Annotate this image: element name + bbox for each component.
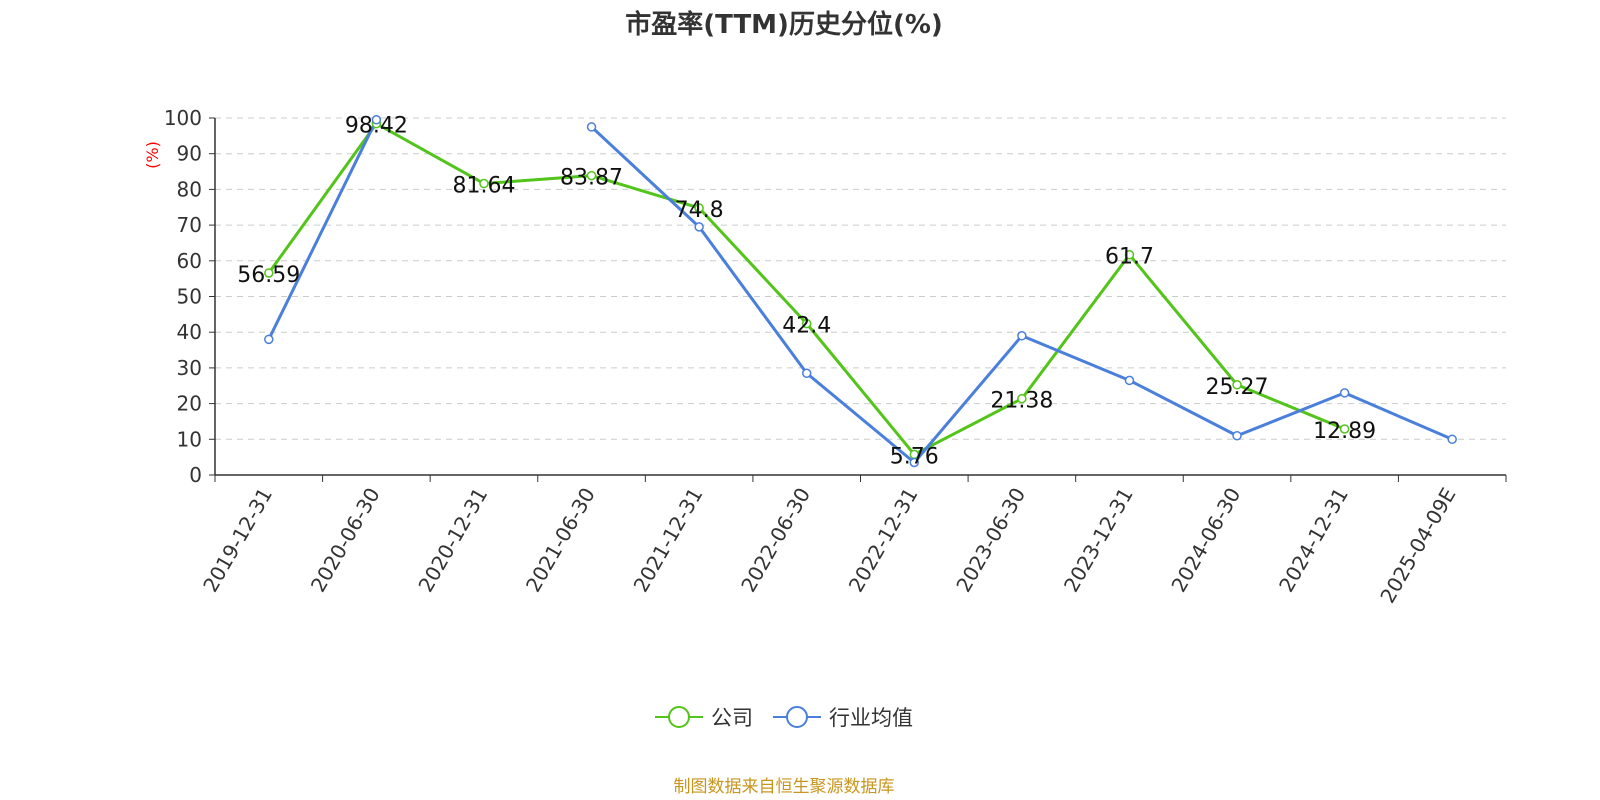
x-tick-label: 2021-12-31 — [629, 484, 708, 597]
data-label-company: 21.38 — [990, 389, 1053, 414]
legend-item-company[interactable]: 公司 — [655, 702, 753, 732]
y-tick-label: 0 — [189, 463, 202, 487]
chart-title: 市盈率(TTM)历史分位(%) — [625, 10, 943, 40]
y-tick-label: 20 — [177, 392, 202, 416]
source-note: 制图数据来自恒生聚源数据库 — [673, 777, 895, 797]
data-label-company: 61.7 — [1105, 245, 1154, 270]
x-tick-label: 2021-06-30 — [521, 484, 600, 597]
y-tick-label: 50 — [177, 285, 202, 309]
series-line-industry — [267, 119, 378, 341]
legend-label-company: 公司 — [711, 706, 753, 730]
data-point-company — [479, 178, 489, 189]
data-point-industry — [909, 457, 920, 468]
data-point-company — [694, 203, 704, 213]
y-axis-title: (%) — [143, 141, 162, 169]
data-point-industry — [264, 334, 274, 345]
data-point-industry — [694, 222, 704, 232]
data-point-company — [586, 170, 597, 181]
data-point-company — [1124, 249, 1135, 260]
y-tick-label: 80 — [177, 177, 202, 201]
x-tick-label: 2024-06-30 — [1166, 484, 1245, 597]
y-tick-label: 70 — [177, 213, 202, 237]
x-tick-label: 2022-06-30 — [736, 484, 815, 597]
y-tick-label: 30 — [177, 356, 202, 380]
y-tick-label: 40 — [177, 320, 202, 344]
data-point-company — [264, 268, 274, 278]
data-label-company: 12.89 — [1313, 419, 1376, 444]
data-label-company: 98.42 — [345, 114, 408, 139]
data-point-industry — [1232, 430, 1242, 441]
legend: 公司 行业均值 — [0, 702, 1568, 732]
legend-item-industry[interactable]: 行业均值 — [773, 702, 913, 732]
series-line-company — [267, 122, 1346, 456]
data-point-industry — [371, 115, 382, 125]
x-tick-label: 2024-12-31 — [1274, 484, 1353, 597]
series-lines — [264, 115, 1457, 468]
data-point-company — [1339, 424, 1350, 434]
y-tick-label: 100 — [164, 106, 202, 130]
x-tick-label: 2020-06-30 — [306, 484, 385, 597]
data-label-company: 74.8 — [675, 198, 724, 223]
legend-label-industry: 行业均值 — [829, 706, 913, 730]
data-point-industry — [1124, 375, 1135, 386]
x-tick-label: 2020-12-31 — [413, 484, 492, 597]
y-tick-label: 60 — [177, 249, 202, 273]
data-point-company — [801, 318, 812, 329]
data-labels: 56.59 98.42 81.64 83.87 74.8 42.4 5.76 21.38 61.… — [237, 114, 1376, 470]
data-label-company: 81.64 — [452, 174, 515, 199]
data-point-company — [1232, 380, 1242, 390]
data-label-company: 42.4 — [782, 314, 831, 339]
data-point-industry — [1017, 331, 1027, 341]
data-point-industry — [1447, 434, 1457, 445]
legend-marker-company — [655, 706, 703, 728]
data-point-industry — [801, 368, 812, 379]
data-point-industry — [586, 122, 597, 132]
data-label-company: 83.87 — [560, 166, 623, 191]
data-label-company: 25.27 — [1206, 375, 1269, 400]
x-tick-label: 2022-12-31 — [844, 484, 923, 597]
x-tick-label: 2023-06-30 — [951, 484, 1030, 597]
x-tick-label: 2023-12-31 — [1059, 484, 1138, 597]
data-label-company: 56.59 — [237, 263, 300, 288]
x-tick-label: 2025-04-09E — [1375, 484, 1460, 608]
data-label-company: 5.76 — [890, 444, 939, 469]
data-point-company — [1017, 393, 1027, 404]
x-tick-label: 2019-12-31 — [198, 484, 277, 597]
y-tick-label: 10 — [177, 427, 202, 451]
y-tick-label: 90 — [177, 142, 202, 166]
data-point-industry — [1339, 388, 1350, 398]
legend-marker-industry — [773, 706, 821, 728]
